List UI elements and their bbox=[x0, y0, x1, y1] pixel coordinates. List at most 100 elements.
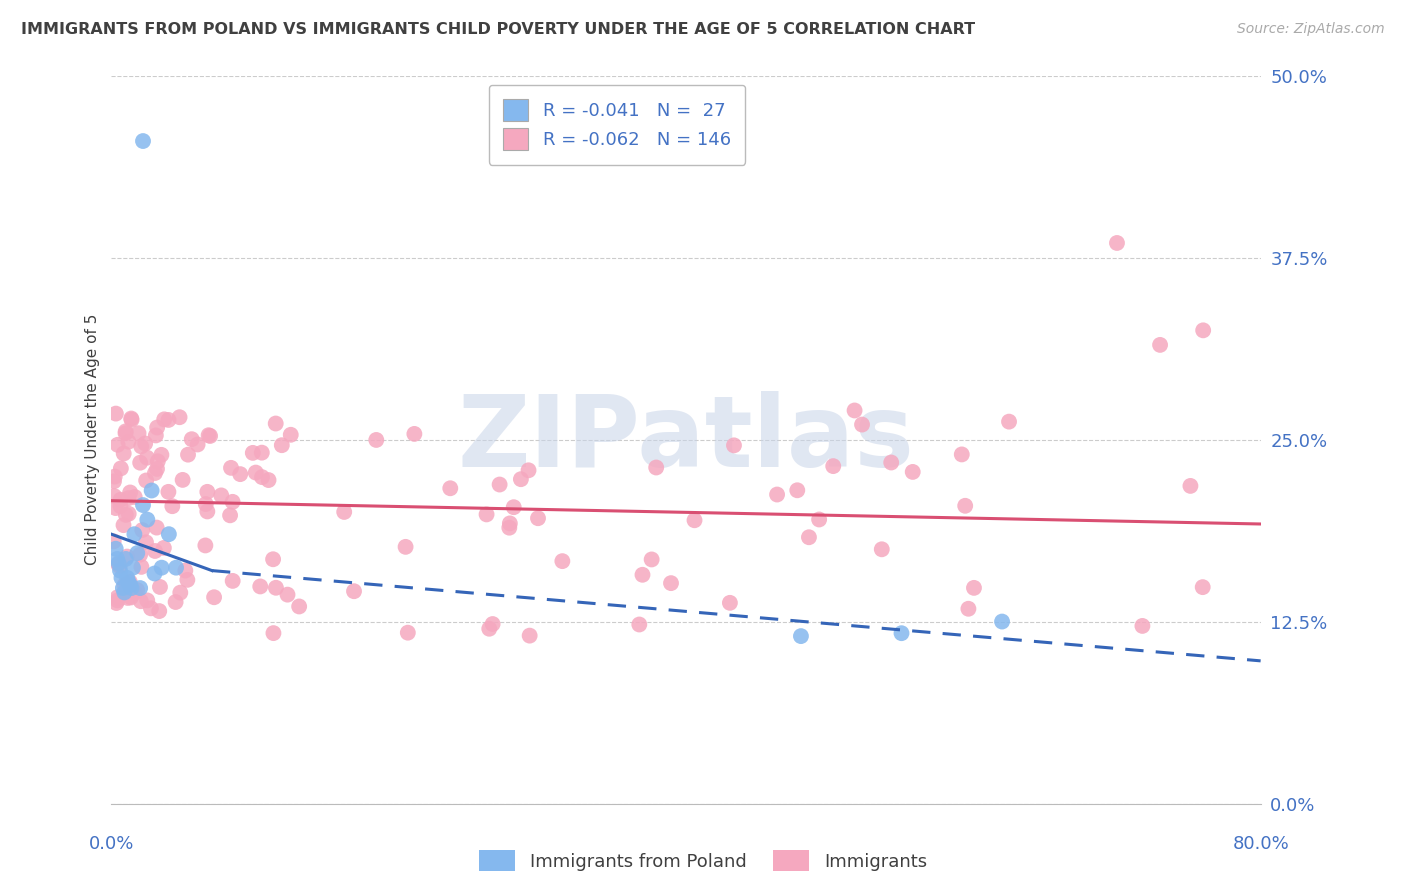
Point bbox=[124, 490, 146, 504]
Point bbox=[129, 594, 152, 608]
Legend: Immigrants from Poland, Immigrants: Immigrants from Poland, Immigrants bbox=[472, 843, 934, 879]
Point bbox=[1149, 338, 1171, 352]
Point bbox=[110, 492, 132, 507]
Point bbox=[890, 626, 912, 640]
Point bbox=[963, 581, 986, 595]
Point bbox=[165, 560, 187, 574]
Point bbox=[262, 626, 284, 640]
Point bbox=[169, 410, 191, 425]
Point bbox=[202, 591, 225, 605]
Text: IMMIGRANTS FROM POLAND VS IMMIGRANTS CHILD POVERTY UNDER THE AGE OF 5 CORRELATIO: IMMIGRANTS FROM POLAND VS IMMIGRANTS CHI… bbox=[21, 22, 976, 37]
Point bbox=[786, 483, 808, 498]
Point bbox=[136, 513, 159, 527]
Point bbox=[157, 527, 180, 541]
Point bbox=[723, 438, 745, 452]
Point bbox=[194, 497, 217, 511]
Point bbox=[107, 438, 129, 452]
Point bbox=[132, 498, 155, 512]
Point bbox=[174, 564, 197, 578]
Point bbox=[104, 407, 127, 421]
Point bbox=[124, 585, 146, 599]
Point bbox=[1180, 479, 1202, 493]
Point bbox=[194, 538, 217, 552]
Point bbox=[111, 581, 134, 595]
Point bbox=[509, 472, 531, 486]
Point bbox=[157, 484, 180, 499]
Point bbox=[114, 425, 136, 439]
Point bbox=[143, 544, 166, 558]
Point bbox=[145, 428, 167, 442]
Point bbox=[143, 566, 166, 581]
Point bbox=[103, 475, 125, 489]
Point bbox=[129, 581, 152, 595]
Point bbox=[122, 560, 145, 574]
Point bbox=[110, 499, 132, 513]
Y-axis label: Child Poverty Under the Age of 5: Child Poverty Under the Age of 5 bbox=[86, 314, 100, 566]
Point bbox=[659, 576, 682, 591]
Point bbox=[104, 541, 127, 556]
Point bbox=[499, 516, 522, 531]
Point bbox=[114, 578, 136, 592]
Point bbox=[146, 462, 169, 476]
Point bbox=[162, 499, 184, 513]
Point bbox=[120, 591, 142, 605]
Point bbox=[120, 411, 142, 425]
Point bbox=[645, 460, 668, 475]
Point bbox=[129, 439, 152, 453]
Point bbox=[221, 495, 243, 509]
Point bbox=[333, 505, 356, 519]
Point bbox=[128, 426, 150, 441]
Point bbox=[134, 436, 156, 450]
Point bbox=[145, 520, 167, 534]
Point bbox=[120, 485, 142, 500]
Point bbox=[823, 459, 845, 474]
Point bbox=[488, 477, 510, 491]
Point bbox=[103, 489, 125, 503]
Text: Source: ZipAtlas.com: Source: ZipAtlas.com bbox=[1237, 22, 1385, 37]
Point bbox=[115, 508, 138, 522]
Point bbox=[176, 573, 198, 587]
Point bbox=[153, 412, 176, 426]
Point bbox=[118, 575, 141, 590]
Point bbox=[146, 420, 169, 434]
Point bbox=[198, 429, 221, 443]
Point bbox=[797, 530, 820, 544]
Point bbox=[117, 434, 139, 449]
Point bbox=[396, 625, 419, 640]
Point bbox=[264, 417, 287, 431]
Point bbox=[1132, 619, 1154, 633]
Point bbox=[132, 134, 155, 148]
Point bbox=[517, 463, 540, 477]
Point bbox=[439, 481, 461, 495]
Point bbox=[117, 591, 139, 605]
Point bbox=[112, 518, 135, 533]
Point bbox=[209, 488, 232, 502]
Point bbox=[180, 432, 202, 446]
Point bbox=[718, 596, 741, 610]
Point bbox=[628, 617, 651, 632]
Point bbox=[404, 426, 426, 441]
Point bbox=[991, 615, 1014, 629]
Point bbox=[129, 548, 152, 562]
Point bbox=[118, 507, 141, 521]
Point bbox=[195, 504, 218, 518]
Point bbox=[141, 483, 163, 498]
Point bbox=[165, 595, 187, 609]
Point bbox=[519, 629, 541, 643]
Point bbox=[998, 415, 1021, 429]
Point bbox=[115, 571, 138, 585]
Point bbox=[135, 474, 157, 488]
Point bbox=[343, 584, 366, 599]
Point bbox=[107, 558, 129, 572]
Point bbox=[115, 549, 138, 564]
Point bbox=[149, 580, 172, 594]
Point bbox=[683, 513, 706, 527]
Point bbox=[114, 426, 136, 441]
Point bbox=[104, 501, 127, 516]
Point bbox=[280, 427, 302, 442]
Point bbox=[169, 585, 191, 599]
Point bbox=[110, 461, 132, 475]
Point bbox=[950, 447, 973, 461]
Point bbox=[110, 571, 132, 585]
Point bbox=[177, 448, 200, 462]
